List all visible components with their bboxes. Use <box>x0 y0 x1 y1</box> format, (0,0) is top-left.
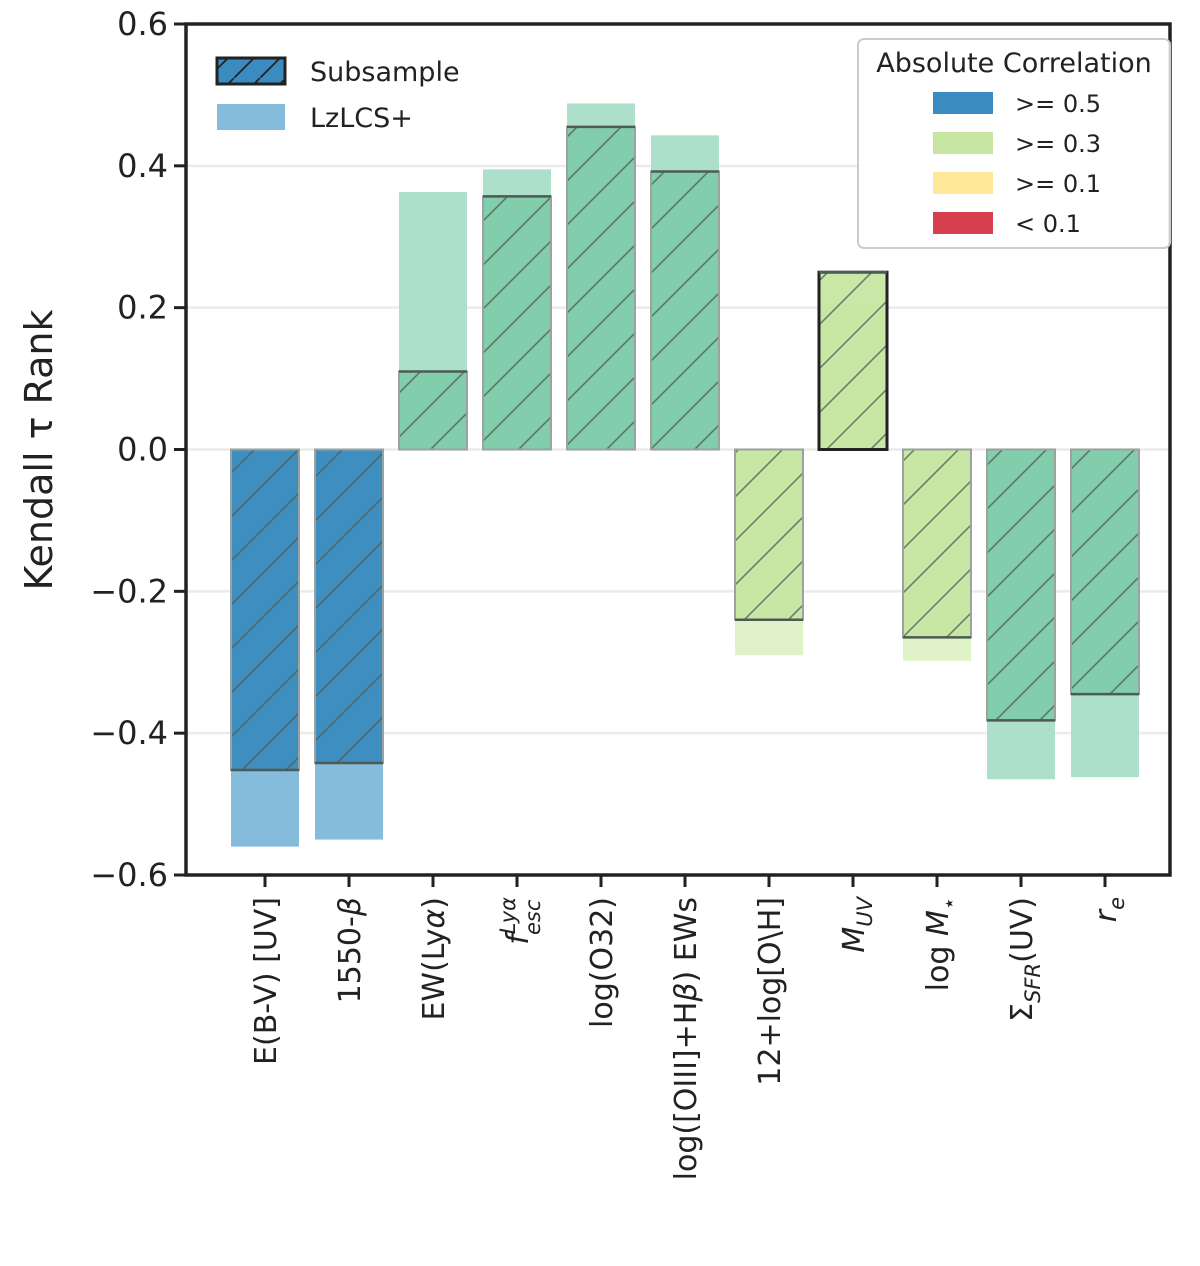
y-tick-label: 0.0 <box>117 431 168 469</box>
bar-subsample-8 <box>902 448 972 639</box>
legend-entry-correlation: >= 0.5 <box>933 90 1101 118</box>
bar-subsample-5 <box>650 170 720 451</box>
legend-label-subsample: Subsample <box>310 57 460 88</box>
legend-entry-lzlcs: LzLCS+ <box>217 103 413 134</box>
y-tick-label: −0.2 <box>90 572 168 610</box>
legend-series: Subsample LzLCS+ <box>215 56 460 134</box>
bar-subsample-0 <box>230 448 300 772</box>
legend-entry-subsample: Subsample <box>215 56 460 88</box>
y-axis-label: Kendall τ Rank <box>17 310 61 591</box>
legend-entry-correlation: < 0.1 <box>933 210 1081 238</box>
x-category-label: log M⋆ <box>921 897 961 991</box>
svg-text:>= 0.3: >= 0.3 <box>1015 130 1101 158</box>
x-category-label: 1550-β <box>333 897 368 1003</box>
legend-absolute-correlation: Absolute Correlation >= 0.5 >= 0.3 >= 0.1 < … <box>857 38 1171 249</box>
x-category-label: log(O32) <box>585 897 620 1028</box>
x-category-label: MUV <box>837 895 877 952</box>
y-tick-label: 0.2 <box>117 289 168 327</box>
bar-subsample-10 <box>1070 448 1140 696</box>
bar-subsample-4 <box>566 125 636 451</box>
bars <box>230 103 1140 847</box>
legend-label-lzlcs: LzLCS+ <box>310 103 413 134</box>
x-category-label: re <box>1089 897 1129 922</box>
x-category-label: E(B-V) [UV] <box>249 897 284 1065</box>
x-category-label: fLyαesc <box>496 897 545 945</box>
x-category-label: EW(Lyα) <box>417 897 452 1021</box>
svg-text:>= 0.1: >= 0.1 <box>1015 170 1101 198</box>
bar-subsample-1 <box>314 448 384 765</box>
y-tick-label: 0.4 <box>117 147 168 185</box>
legend-entry-correlation: >= 0.1 <box>933 170 1101 198</box>
bar-subsample-3 <box>482 195 552 451</box>
bar-subsample-2 <box>398 370 468 451</box>
svg-text:< 0.1: < 0.1 <box>1015 210 1081 238</box>
x-category-label: 12+log[O\H] <box>753 897 788 1086</box>
legend-title: Absolute Correlation <box>876 48 1151 79</box>
bar-subsample-6 <box>734 448 804 621</box>
y-tick-label: −0.6 <box>90 856 168 894</box>
x-category-label: log([OIII]+Hβ) EWs <box>669 897 704 1180</box>
x-category-label: ΣSFR(UV) <box>1005 897 1045 1022</box>
bar-subsample-7 <box>817 270 889 452</box>
legend-frame <box>857 38 1171 249</box>
y-tick-label: −0.4 <box>90 714 168 752</box>
legend-entry-correlation: >= 0.3 <box>933 130 1101 158</box>
y-tick-label: 0.6 <box>117 5 168 43</box>
axes: −0.6 −0.4 −0.2 0.0 0.2 0.4 0.6 E(B-V) [UV] 1550-… <box>90 5 1129 1180</box>
svg-text:>= 0.5: >= 0.5 <box>1015 90 1101 118</box>
bar-subsample-9 <box>986 448 1056 722</box>
